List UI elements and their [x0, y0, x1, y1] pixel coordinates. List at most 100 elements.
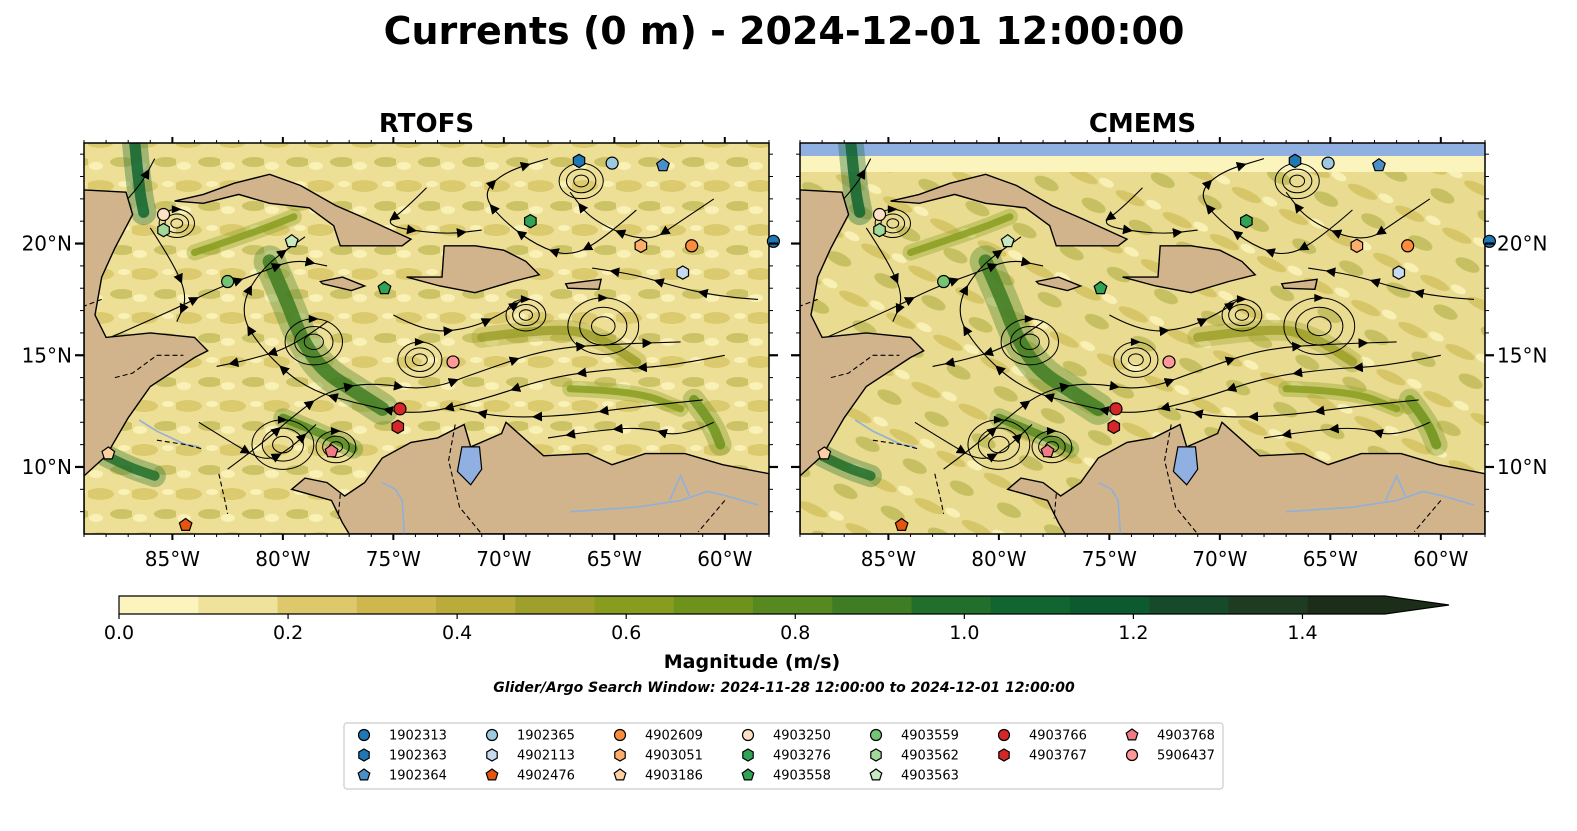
y-tick-label: 20°N — [1497, 232, 1547, 256]
streamline — [1201, 158, 1353, 258]
legend-marker — [869, 768, 883, 781]
legend-marker — [613, 768, 627, 781]
eddy-arrow — [993, 415, 1004, 424]
x-tick-label: 80°W — [255, 547, 310, 571]
float-4903051 — [634, 238, 648, 254]
streamline-arrow — [327, 394, 339, 402]
country-border — [448, 424, 483, 534]
float-4903563 — [1000, 233, 1015, 248]
map-panels: RTOFS 85°W 80°W 75°W 70°W 65°W 60°W 10°N 15°N 20°… — [22, 109, 1548, 571]
colorbar-tick-label: 1.2 — [1118, 622, 1148, 644]
eddy-streamline — [886, 218, 900, 229]
land-cuba — [174, 173, 413, 247]
land-central-america — [84, 189, 209, 534]
legend-marker — [485, 728, 499, 742]
legend-label: 4902476 — [517, 769, 575, 784]
eddy-arrow — [171, 205, 182, 214]
float-4903562 — [157, 222, 170, 238]
eddy-streamline — [411, 353, 428, 367]
current-band — [191, 213, 298, 256]
legend-marker — [613, 728, 627, 742]
eddy-streamline — [573, 174, 590, 188]
legend-label: 1902365 — [517, 729, 575, 744]
y-tick-label: 15°N — [1497, 343, 1547, 367]
float-1902363 — [1288, 153, 1302, 169]
country-border — [156, 439, 204, 450]
map-panel-rtofs: RTOFS 85°W 80°W 75°W 70°W 65°W 60°W 10°N 15°N 20°… — [22, 109, 781, 571]
legend-label: 4903563 — [901, 769, 959, 784]
legend-label: 4903766 — [1029, 729, 1087, 744]
colorbar-outline — [118, 595, 1450, 615]
eddy-arrow — [1046, 427, 1057, 435]
eddy-streamline — [1289, 174, 1306, 188]
eddy-arrow — [520, 295, 531, 304]
eddy-streamline — [1010, 326, 1050, 358]
current-band — [689, 395, 726, 450]
legend-label: 4903051 — [645, 749, 703, 764]
float-1902365 — [605, 156, 619, 170]
legend-item-4903276: 4903276 — [742, 748, 831, 764]
eddy-streamline — [565, 168, 597, 194]
float-4902609 — [1401, 239, 1415, 253]
colorbar-segment — [832, 596, 913, 614]
river — [1384, 473, 1407, 501]
legend-item-4902113: 4902113 — [486, 748, 575, 764]
axis-ticks: 85°W 80°W 75°W 70°W 65°W 60°W 10°N 15°N 20°N — [22, 137, 778, 571]
eddy-streamline — [579, 306, 628, 346]
legend-item-4902476: 4902476 — [485, 768, 575, 784]
float-4903768 — [1040, 443, 1055, 458]
float-4903767 — [1107, 419, 1121, 435]
eddy-streamline — [322, 435, 350, 458]
streamline-arrow — [1331, 230, 1342, 238]
float-5906437 — [1162, 355, 1176, 369]
legend-label: 1902363 — [389, 749, 447, 764]
figure-title: Currents (0 m) - 2024-12-01 12:00:00 — [384, 9, 1185, 53]
land-hispaniola — [406, 245, 541, 294]
legend-item-4903559: 4903559 — [869, 729, 959, 744]
legend-item-4903562: 4903562 — [870, 748, 959, 764]
streamline-arrow — [944, 358, 955, 367]
legend-marker — [741, 768, 755, 781]
streamline-arrow — [1248, 412, 1259, 421]
float-4903186 — [101, 446, 116, 460]
legend-item-4903767: 4903767 — [998, 748, 1087, 764]
float-4902113 — [676, 265, 690, 280]
streamline — [569, 191, 715, 239]
legend-item-1902313: 1902313 — [357, 729, 447, 744]
streamline — [243, 236, 725, 416]
country-border — [84, 298, 102, 307]
streamline — [932, 321, 1044, 367]
eddy-streamline — [1127, 353, 1144, 367]
colorbar-tick-label: 0.6 — [611, 622, 641, 644]
eddy-arrow — [308, 314, 319, 323]
legend: 1902313 1902363 1902364 1902365 4902113 49024… — [343, 722, 1224, 790]
float-4902113 — [1392, 265, 1406, 280]
streamline — [1308, 267, 1475, 300]
streamline-arrow — [1043, 394, 1055, 402]
streamline-arrow — [1328, 424, 1339, 433]
legend-item-4902609: 4902609 — [613, 728, 703, 744]
country-border — [1413, 500, 1442, 533]
colorbar-tick-label: 0.4 — [442, 622, 472, 644]
colorbar-extend-arrow — [1307, 596, 1449, 614]
eddy-streamline — [1306, 316, 1332, 337]
colorbar-tick-label: 0.2 — [273, 622, 303, 644]
eddy-streamline — [303, 333, 324, 351]
eddy-streamline — [170, 218, 184, 229]
legend-marker — [997, 728, 1011, 742]
land-jamaica — [319, 276, 367, 292]
streamline — [1263, 421, 1431, 439]
x-tick-label: 70°W — [1192, 547, 1247, 571]
lake-maracaibo — [456, 446, 483, 486]
panel-frame — [83, 142, 770, 535]
eddy-arrow — [1314, 293, 1325, 302]
eddy-streamline — [880, 213, 906, 234]
legend-item-1902365: 1902365 — [485, 728, 575, 744]
streamline — [149, 227, 189, 322]
float-1902363 — [572, 153, 586, 169]
colorbar-tick-label: 0.0 — [104, 622, 134, 644]
edge-band — [800, 156, 1485, 172]
legend-marker — [1125, 728, 1139, 741]
river — [668, 473, 691, 501]
legend-label: 4903559 — [901, 729, 959, 744]
